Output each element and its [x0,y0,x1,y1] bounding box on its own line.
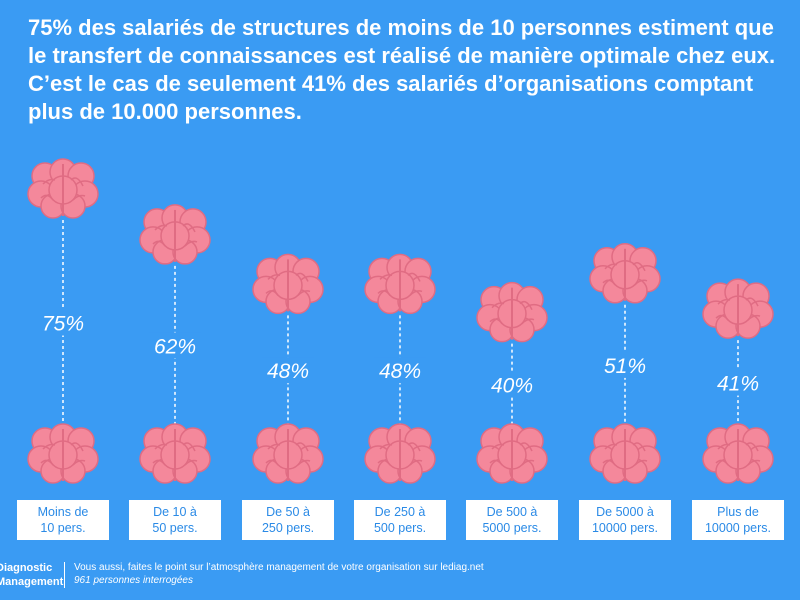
category-label-line: 500 pers. [373,521,427,535]
category-label-text: De 250 à 500 pers. [374,504,426,536]
brand-logo: Diagnostic Management [0,561,64,589]
brain-icon-top [702,278,774,339]
category-label-line: 10000 pers. [704,521,772,535]
category-label-text: Moins de 10 pers. [38,504,89,536]
category-label-line: 250 pers. [261,521,315,535]
footer-text: Vous aussi, faites le point sur l’atmosp… [74,562,484,573]
category-label-line: 10 pers. [40,521,86,535]
brain-icon-bottom [589,423,661,484]
brain-icon-top [27,158,99,219]
category-label-line: 5000 pers. [482,521,542,535]
footer-note: 961 personnes interrogées [74,575,193,586]
footer-text-block: Vous aussi, faites le point sur l’atmosp… [74,561,484,587]
category-label-line: De 250 à [374,505,426,519]
brand-line-2: Management [0,576,64,588]
value-label-bg [149,332,201,359]
value-label-bg [486,371,538,398]
headline: 75% des salariés de structures de moins … [28,15,776,124]
value-label: 51% [604,355,646,378]
value-label-bg [599,351,651,378]
value-label: 62% [154,335,196,358]
category-label: De 50 à 250 pers. [242,500,334,540]
value-label: 48% [379,360,421,383]
brain-icon-bottom [27,423,99,484]
category-label-text: De 500 à 5000 pers. [482,504,541,536]
value-label-bg [712,369,764,396]
value-label-bg [374,357,426,384]
value-label: 40% [491,374,533,397]
category-label-line: Moins de [37,505,89,519]
value-label-bg [37,309,89,336]
brain-icon-bottom [476,423,548,484]
footer: Diagnostic Management Vous aussi, faites… [0,556,800,596]
brain-icon-bottom [364,423,436,484]
category-label-line: De 50 à [266,505,310,519]
category-label: De 250 à 500 pers. [354,500,446,540]
value-label: 75% [42,313,84,336]
category-label: De 500 à 5000 pers. [466,500,558,540]
category-label: De 5000 à 10000 pers. [579,500,671,540]
category-label-line: 50 pers. [152,521,198,535]
category-label-text: Plus de 10000 pers. [705,504,771,536]
value-label: 48% [267,360,309,383]
category-label-text: De 50 à 250 pers. [262,504,314,536]
brain-icon-top [364,253,436,315]
category-label: Moins de 10 pers. [17,500,109,540]
value-label-bg [262,357,314,384]
category-label: De 10 à 50 pers. [129,500,221,540]
category-label-line: De 5000 à [596,505,654,519]
category-label-line: Plus de [717,505,759,519]
category-label: Plus de 10000 pers. [692,500,784,540]
category-label-text: De 5000 à 10000 pers. [592,504,658,536]
brain-icon-top [252,253,324,315]
category-label-line: 10000 pers. [591,521,659,535]
brain-icon-bottom [139,423,211,484]
brain-icon-bottom [252,423,324,484]
category-label-line: De 500 à [486,505,538,519]
brain-icon-top [476,281,548,343]
brain-icon-bottom [702,423,774,484]
brain-icon-top [589,243,661,304]
footer-divider [64,562,65,588]
brand-line-1: Diagnostic [0,562,53,574]
category-label-line: De 10 à [153,505,197,519]
brain-icon-top [139,204,211,265]
value-label: 41% [717,373,759,396]
category-label-text: De 10 à 50 pers. [152,504,197,536]
